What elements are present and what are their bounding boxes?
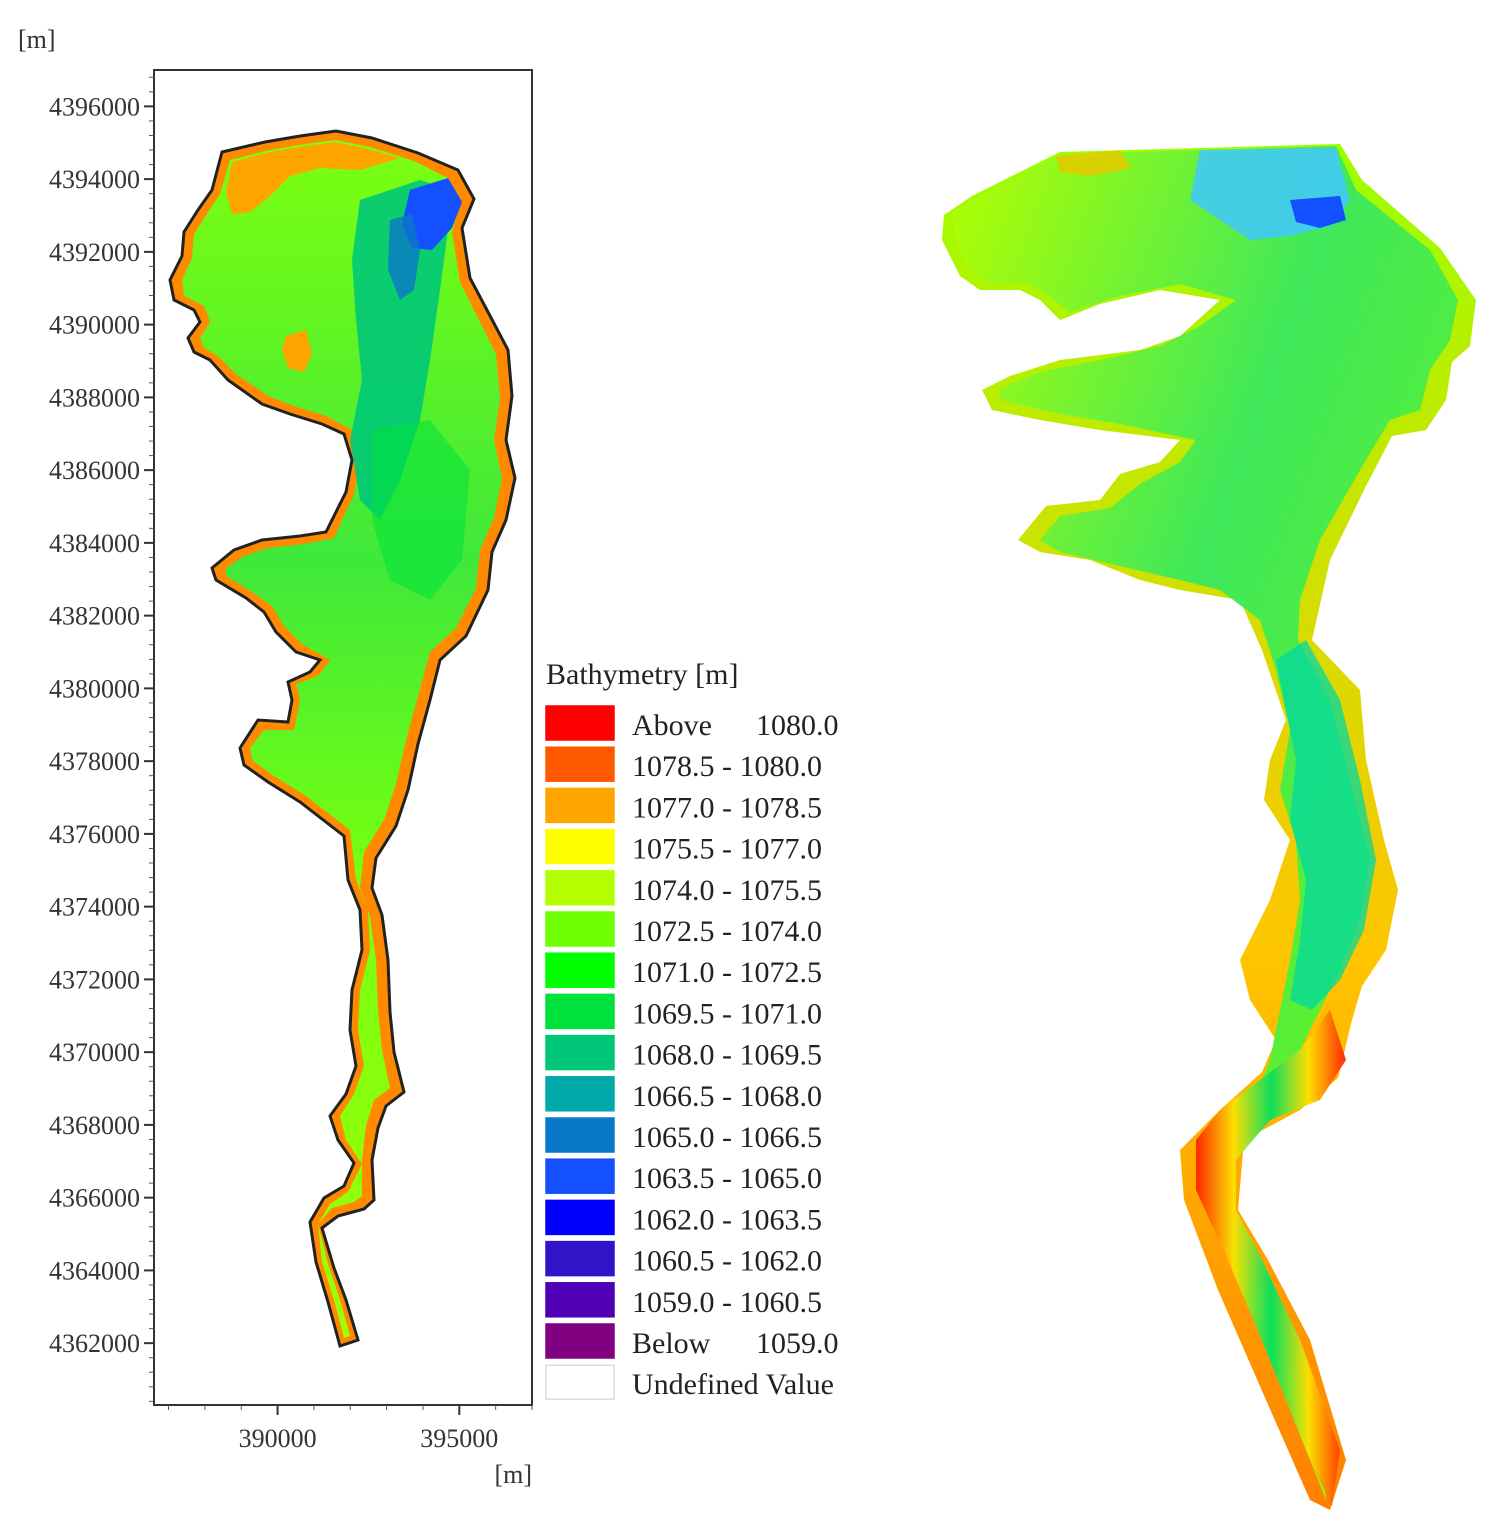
legend-label: Below — [632, 1327, 711, 1360]
legend-swatch — [545, 1076, 615, 1112]
y-tick-label: 4370000 — [49, 1038, 140, 1067]
legend-swatch — [545, 705, 615, 741]
deepest-zone — [402, 178, 462, 250]
3d-yellow-north — [1056, 150, 1130, 176]
legend-label: 1062.0 - 1063.5 — [632, 1203, 822, 1236]
legend-swatch — [545, 787, 615, 824]
3d-river-channel — [1196, 1010, 1346, 1506]
y-tick-label: 4382000 — [49, 602, 140, 631]
legend-swatch — [545, 1034, 615, 1071]
x-tick-label: 395000 — [420, 1424, 498, 1453]
y-axis-ticks: 4396000 4394000 4392000 4390000 4388000 43860… — [49, 92, 154, 1358]
legend-label: 1068.0 - 1069.5 — [632, 1039, 822, 1072]
legend-label: 1075.5 - 1077.0 — [632, 833, 822, 866]
legend-label: 1060.5 - 1062.0 — [632, 1245, 822, 1278]
shallow-patch-north — [226, 142, 400, 214]
y-axis-unit: [m] — [18, 25, 56, 54]
legend-swatch — [545, 911, 615, 947]
legend-swatch — [545, 1323, 615, 1359]
y-tick-label: 4366000 — [49, 1184, 140, 1213]
legend-swatch — [545, 1240, 615, 1277]
3d-bathymetry-view — [942, 144, 1476, 1510]
legend-value: 1080.0 — [756, 709, 839, 742]
y-tick-label: 4384000 — [49, 529, 140, 558]
legend-label: 1059.0 - 1060.5 — [632, 1286, 822, 1319]
y-tick-label: 4376000 — [49, 820, 140, 849]
y-tick-label: 4368000 — [49, 1111, 140, 1140]
legend-swatch — [545, 870, 615, 906]
y-tick-label: 4390000 — [49, 311, 140, 340]
y-tick-label: 4374000 — [49, 893, 140, 922]
y-tick-label: 4362000 — [49, 1329, 140, 1358]
legend: Bathymetry [m] Above 1080.0 1078.5 - 1080.… — [545, 658, 839, 1401]
legend-label: 1063.5 - 1065.0 — [632, 1162, 822, 1195]
legend-title: Bathymetry [m] — [546, 658, 738, 691]
deep-zone-blue — [388, 214, 420, 300]
legend-label: 1072.5 - 1074.0 — [632, 915, 822, 948]
legend-items: Above 1080.0 1078.5 - 1080.0 1077.0 - 1078.… — [545, 705, 839, 1401]
legend-value: 1059.0 — [756, 1327, 839, 1360]
legend-label: 1074.0 - 1075.5 — [632, 874, 822, 907]
legend-swatch — [545, 1117, 615, 1153]
plan-view-map: [m] 439600043940004392000439000043880004… — [18, 25, 533, 1489]
legend-label: 1069.5 - 1071.0 — [632, 997, 822, 1030]
x-tick-label: 390000 — [239, 1424, 317, 1453]
x-axis-unit: [m] — [494, 1460, 532, 1489]
legend-label: Above — [632, 709, 712, 742]
legend-swatch — [545, 1158, 615, 1194]
y-tick-label: 4380000 — [49, 674, 140, 703]
legend-swatch — [545, 746, 615, 782]
legend-label: 1065.0 - 1066.5 — [632, 1121, 822, 1154]
y-tick-label: 4394000 — [49, 165, 140, 194]
legend-label: 1066.5 - 1068.0 — [632, 1080, 822, 1113]
legend-swatch — [545, 952, 615, 988]
legend-label: 1078.5 - 1080.0 — [632, 750, 822, 783]
legend-label: 1071.0 - 1072.5 — [632, 956, 822, 989]
legend-swatch — [545, 828, 615, 865]
y-tick-label: 4386000 — [49, 456, 140, 485]
legend-label: Undefined Value — [632, 1368, 834, 1401]
y-tick-label: 4388000 — [49, 383, 140, 412]
legend-label: 1077.0 - 1078.5 — [632, 791, 822, 824]
legend-swatch — [545, 993, 615, 1030]
y-tick-label: 4392000 — [49, 238, 140, 267]
legend-swatch — [545, 1364, 615, 1400]
y-tick-label: 4372000 — [49, 965, 140, 994]
central-green-zone — [372, 420, 470, 600]
x-axis-ticks: 390000 395000 [m] — [239, 1405, 532, 1489]
shallow-island — [282, 330, 312, 372]
y-tick-label: 4378000 — [49, 747, 140, 776]
3d-deepest-zone — [1290, 196, 1346, 228]
legend-swatch — [545, 1199, 615, 1236]
3d-top-surface — [952, 146, 1458, 1500]
y-tick-label: 4364000 — [49, 1256, 140, 1285]
legend-swatch — [545, 1282, 615, 1318]
y-tick-label: 4396000 — [49, 92, 140, 121]
3d-river-upper — [1276, 640, 1376, 1010]
